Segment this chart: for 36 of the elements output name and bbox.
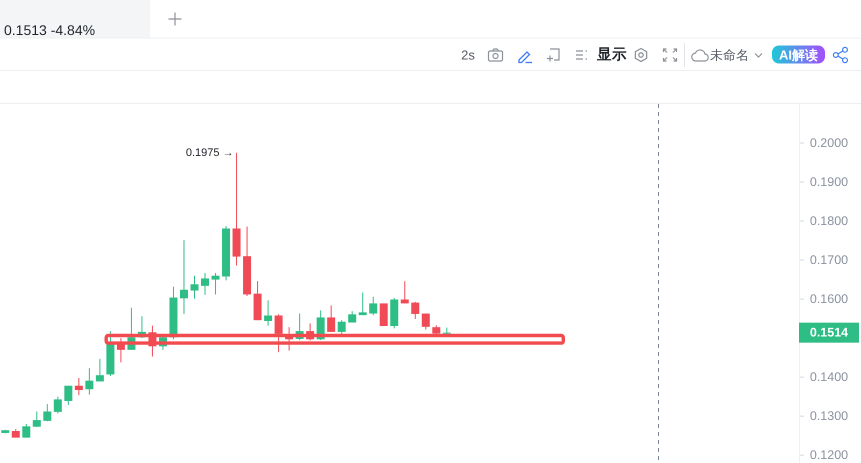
candlestick [274, 314, 283, 353]
candlestick [369, 296, 378, 316]
candlestick [96, 358, 104, 382]
y-tick-label: 0.1200 [810, 448, 848, 462]
candlestick [190, 275, 198, 300]
candlestick [180, 240, 188, 314]
y-tick-label: 0.1400 [810, 370, 848, 384]
text: 2s [461, 48, 476, 62]
candlestick [338, 320, 346, 334]
y-tick-label: 0.1700 [810, 253, 848, 268]
candlestick [43, 404, 52, 422]
y-tick-label: 0.1600 [810, 292, 848, 306]
candlestick [85, 368, 94, 396]
y-tick-label: 0.1300 [810, 409, 848, 424]
candlestick [64, 385, 72, 406]
y-tick-label: 0.1900 [810, 175, 848, 190]
candlestick [74, 377, 83, 396]
text: 0.1514 [810, 326, 848, 340]
candlestick [327, 304, 336, 332]
chart-subtitle: 0.1513 -4.84% [4, 22, 96, 38]
candlestick [212, 272, 220, 295]
candlestick [422, 313, 430, 330]
candlestick [264, 300, 272, 326]
candlestick [411, 301, 420, 320]
candlestick [358, 292, 367, 316]
text: 显示 [596, 46, 627, 63]
candlestick [201, 272, 210, 296]
text: 未命名 [710, 48, 749, 62]
candlestick [54, 396, 62, 414]
candlestick [32, 410, 41, 428]
y-tick-label: 0.2000 [810, 136, 848, 150]
text: AI解读 [779, 48, 818, 62]
candlestick [22, 423, 30, 438]
annotation: 0.1975 → [186, 146, 234, 159]
y-tick-label: 0.1800 [810, 214, 848, 228]
candlestick [400, 280, 409, 304]
